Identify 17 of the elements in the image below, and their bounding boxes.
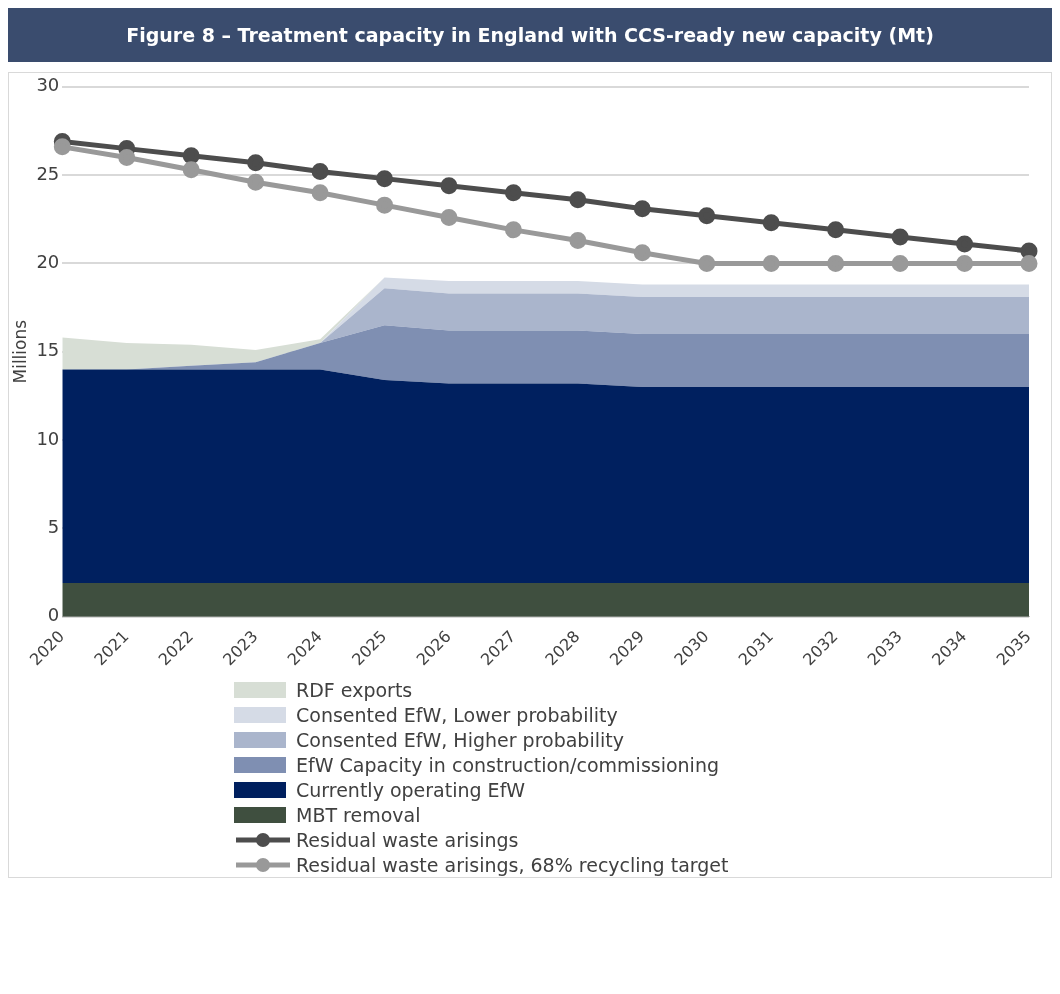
y-tick-label: 0: [47, 604, 60, 626]
legend-label: EfW Capacity in construction/commissioning: [296, 753, 720, 776]
legend-label: Currently operating EfW: [296, 778, 526, 801]
legend-label: Residual waste arisings, 68% recycling target: [296, 853, 729, 876]
legend-label: MBT removal: [296, 803, 421, 826]
y-tick-label: 15: [36, 339, 60, 361]
legend-label: RDF exports: [296, 678, 413, 701]
chart-title: Figure 8 – Treatment capacity in England with CCS-ready new capacity (Mt): [8, 8, 1052, 62]
y-tick-label: 5: [47, 516, 60, 537]
y-tick-label: 25: [36, 162, 60, 184]
legend-label: Consented EfW, Lower probability: [296, 703, 618, 726]
y-axis-title: Millions: [9, 319, 30, 384]
legend-label: Residual waste arisings: [296, 828, 519, 851]
y-tick-label: 10: [36, 427, 60, 449]
y-tick-label: 30: [36, 74, 60, 96]
y-tick-label: 20: [36, 251, 60, 273]
legend-label: Consented EfW, Higher probability: [296, 728, 624, 751]
